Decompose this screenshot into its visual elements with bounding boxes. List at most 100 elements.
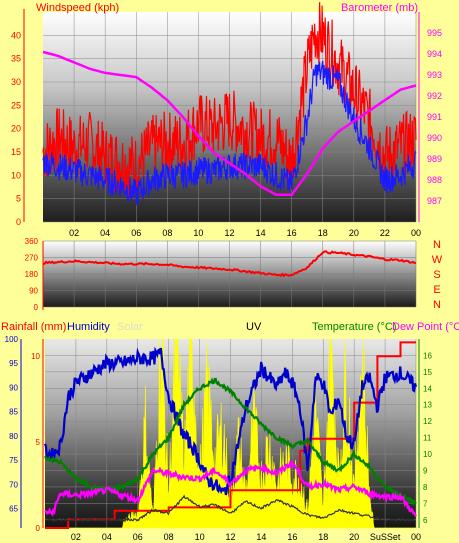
x-axis-ticks: 02 04 06 08 10 12 14 16 18 20 22 00 [69, 228, 421, 238]
y-right-tick-label: 989 [427, 154, 442, 164]
y-right-tick-label: 992 [427, 91, 442, 101]
uv-axis-title: UV [246, 321, 262, 333]
rain-tick-label: 5 [36, 438, 41, 447]
solar-axis-title: Solar [117, 321, 143, 333]
temp-tick-label: 12 [423, 417, 432, 426]
x-tick-label: 08 [162, 228, 172, 238]
x-tick-label: 02 [71, 532, 81, 542]
y-tick-label: 0 [34, 303, 39, 312]
humidity-tick-label: 85 [9, 408, 18, 417]
compass-label: S [433, 269, 440, 281]
temp-tick-label: 14 [423, 384, 432, 393]
y-tick-label: 180 [25, 270, 39, 279]
wind-barometer-chart: Windspeed (kph) Barometer (mb) 0 5 10 15 20 2… [11, 2, 442, 238]
humidity-tick-label: 100 [5, 335, 19, 344]
y-tick-label: 30 [11, 77, 21, 87]
series-line [42, 50, 417, 196]
y-tick-label: 5 [16, 194, 21, 204]
humidity-tick-label: 90 [9, 383, 18, 392]
x-tick-label: 04 [102, 532, 112, 542]
humidity-tick-label: 75 [9, 456, 18, 465]
series-line [43, 250, 417, 278]
temp-tick-label: 15 [423, 368, 432, 377]
humidity-tick-label: 95 [9, 359, 18, 368]
x-tick-label: 16 [287, 228, 297, 238]
temperature-axis-title: Temperature (°C) [312, 321, 396, 333]
y-right-tick-label: 993 [427, 70, 442, 80]
y-right-tick-label: 990 [427, 133, 442, 143]
series-group [42, 2, 417, 205]
humidity-tick-label: 70 [9, 480, 18, 489]
y-right-tick-label: 991 [427, 112, 442, 122]
x-tick-label: 16 [287, 532, 297, 542]
barometer-axis-title: Barometer (mb) [341, 2, 418, 14]
x-tick-label: 12 [225, 532, 235, 542]
x-tick-label: 20 [349, 532, 359, 542]
dewpoint-axis-title: Dew Point (°C) [392, 321, 459, 333]
x-tick-label: 00 [411, 228, 421, 238]
y-tick-label: 10 [11, 170, 21, 180]
x-tick-label: 08 [164, 532, 174, 542]
temp-tick-label: 11 [423, 434, 432, 443]
x-tick-label: 06 [133, 532, 143, 542]
compass-label: N [433, 299, 441, 311]
humidity-axis-ticks: 65 70 75 80 85 90 95 100 [5, 335, 19, 514]
y-tick-label: 90 [29, 287, 38, 296]
temp-tick-label: 6 [423, 516, 428, 525]
x-tick-label: 06 [131, 228, 141, 238]
x-tick-label: 14 [256, 228, 266, 238]
y-axis-left-ticks: 0 5 10 15 20 25 30 35 40 [11, 30, 21, 227]
series-line [44, 377, 417, 507]
windspeed-axis-title: Windspeed (kph) [36, 2, 119, 14]
series-line [42, 60, 417, 205]
grid [43, 240, 417, 308]
x-tick-label: 00 [411, 532, 421, 542]
compass-label: N [433, 239, 441, 251]
temp-tick-label: 13 [423, 401, 432, 410]
temp-tick-label: 10 [423, 450, 432, 459]
x-tick-label: 10 [193, 228, 203, 238]
x-tick-label: 14 [256, 532, 266, 542]
temperature-axis-ticks: 6 7 8 9 10 11 12 13 14 15 16 [423, 351, 432, 524]
x-tick-label: 12 [224, 228, 234, 238]
compass-label: E [433, 284, 440, 296]
x-tick-label: SuSSet [370, 532, 401, 542]
rain-humidity-temperature-chart: Rainfall (mm) Humidity Solar UV Temperat… [1, 321, 459, 542]
y-tick-label: 35 [11, 54, 21, 64]
y-tick-label: 40 [11, 30, 21, 40]
compass-label: W [432, 254, 443, 266]
humidity-tick-label: 65 [9, 505, 18, 514]
y-tick-label: 270 [25, 254, 39, 263]
y-right-tick-label: 988 [427, 175, 442, 185]
y-axis-ticks: 0 90 180 270 360 [25, 237, 39, 312]
x-tick-label: 20 [349, 228, 359, 238]
humidity-axis-title: Humidity [67, 321, 110, 333]
rain-tick-label: 10 [31, 352, 40, 361]
y-tick-label: 360 [25, 237, 39, 246]
x-tick-label: 02 [69, 228, 79, 238]
series-line [45, 341, 416, 529]
x-tick-label: 10 [195, 532, 205, 542]
series-line [44, 459, 417, 517]
x-tick-label: 04 [100, 228, 110, 238]
series-group [43, 250, 417, 278]
temp-tick-label: 7 [423, 499, 428, 508]
y-tick-label: 20 [11, 124, 21, 134]
x-axis-ticks: 02 04 06 08 10 12 14 16 18 20 SuSSet 00 [71, 532, 421, 542]
y-tick-label: 0 [16, 217, 21, 227]
y-tick-label: 15 [11, 147, 21, 157]
y-right-tick-label: 987 [427, 196, 442, 206]
x-tick-label: 18 [318, 228, 328, 238]
humidity-tick-label: 80 [9, 432, 18, 441]
rainfall-axis-title: Rainfall (mm) [1, 321, 66, 333]
y-right-tick-label: 995 [427, 28, 442, 38]
y-axis-right-ticks: 987 988 989 990 991 992 993 994 995 [427, 28, 442, 206]
temp-tick-label: 9 [423, 466, 428, 475]
temp-tick-label: 16 [423, 351, 432, 360]
y-tick-label: 25 [11, 100, 21, 110]
x-tick-label: 22 [380, 228, 390, 238]
temp-tick-label: 8 [423, 483, 428, 492]
